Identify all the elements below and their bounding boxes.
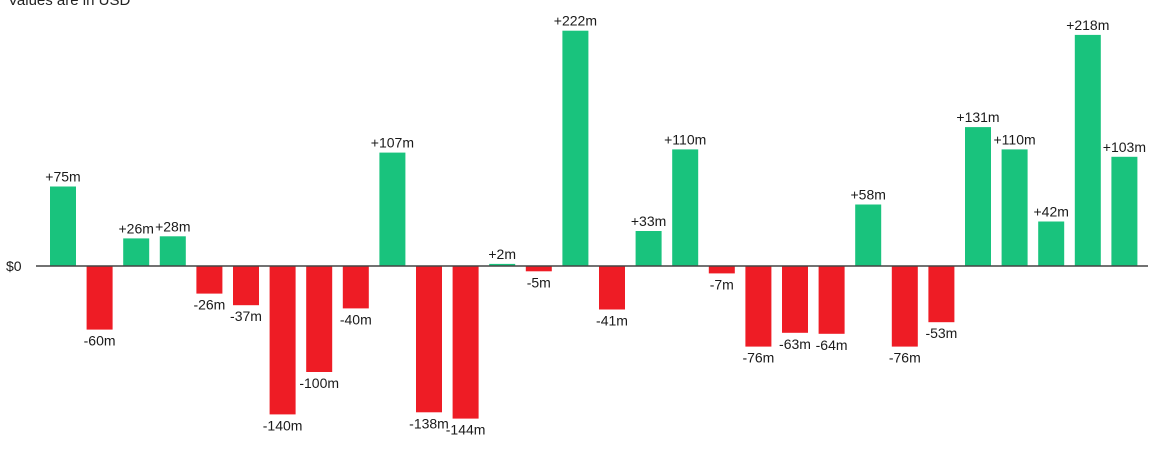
bar-value-label: -76m	[889, 350, 921, 366]
bar-value-label: -41m	[596, 313, 628, 329]
bar-value-label: -140m	[263, 417, 303, 433]
bar-value-label: +2m	[488, 246, 516, 262]
bar	[50, 186, 76, 266]
bar	[708, 266, 735, 274]
bar-value-label: +110m	[994, 131, 1036, 147]
bar	[818, 266, 845, 334]
bar	[891, 266, 918, 347]
bar	[86, 266, 113, 330]
bar-value-label: -53m	[925, 325, 957, 341]
bar-value-label: -60m	[84, 333, 116, 349]
bar-value-label: +58m	[850, 187, 885, 203]
bar	[489, 263, 516, 266]
bar	[599, 266, 625, 310]
bar-value-label: +103m	[1103, 139, 1146, 155]
bar-value-label: +42m	[1033, 204, 1068, 220]
bar-value-label: +218m	[1066, 17, 1109, 33]
bar-value-label: +33m	[631, 213, 666, 229]
bar	[672, 149, 699, 266]
bar	[233, 266, 259, 306]
bar-value-label: -100m	[299, 375, 339, 391]
bar	[928, 266, 955, 323]
bar	[635, 231, 662, 266]
zero-axis-label: $0	[6, 258, 22, 274]
bar	[525, 266, 552, 272]
bar-value-label: +26m	[118, 220, 153, 236]
bar-value-label: +222m	[554, 13, 597, 29]
bar	[1001, 149, 1028, 266]
bar-value-label: -5m	[527, 274, 551, 290]
bar	[1111, 156, 1138, 266]
bar	[379, 152, 406, 266]
bar	[745, 266, 772, 347]
bar	[452, 266, 479, 419]
bar	[196, 266, 223, 294]
bar	[306, 266, 333, 372]
bar-value-label: +107m	[371, 135, 414, 151]
chart-subtitle: Values are in USD	[8, 0, 131, 9]
bar	[342, 266, 369, 309]
bar-value-label: +28m	[155, 218, 190, 234]
bar-value-label: -63m	[779, 336, 811, 352]
bar-value-label: -26m	[193, 297, 225, 313]
bar	[782, 266, 808, 333]
bar-value-label: -7m	[710, 276, 734, 292]
bar-value-label: +110m	[664, 131, 706, 147]
bar-value-label: -76m	[742, 350, 774, 366]
bar	[416, 266, 442, 413]
bar-value-label: +131m	[956, 109, 999, 125]
bar	[855, 204, 882, 266]
bar	[1038, 221, 1065, 266]
bar-value-label: -40m	[340, 311, 372, 327]
bar	[269, 266, 296, 415]
bar-value-label: -64m	[816, 337, 848, 353]
bar	[159, 236, 186, 266]
bar	[562, 30, 589, 267]
bar-value-label: +75m	[45, 169, 80, 185]
bar	[123, 238, 150, 266]
bar-value-label: -144m	[446, 422, 486, 438]
bar	[965, 127, 991, 266]
bar	[1074, 34, 1101, 267]
bar-value-label: -37m	[230, 308, 262, 324]
bar-value-label: -138m	[409, 415, 449, 431]
